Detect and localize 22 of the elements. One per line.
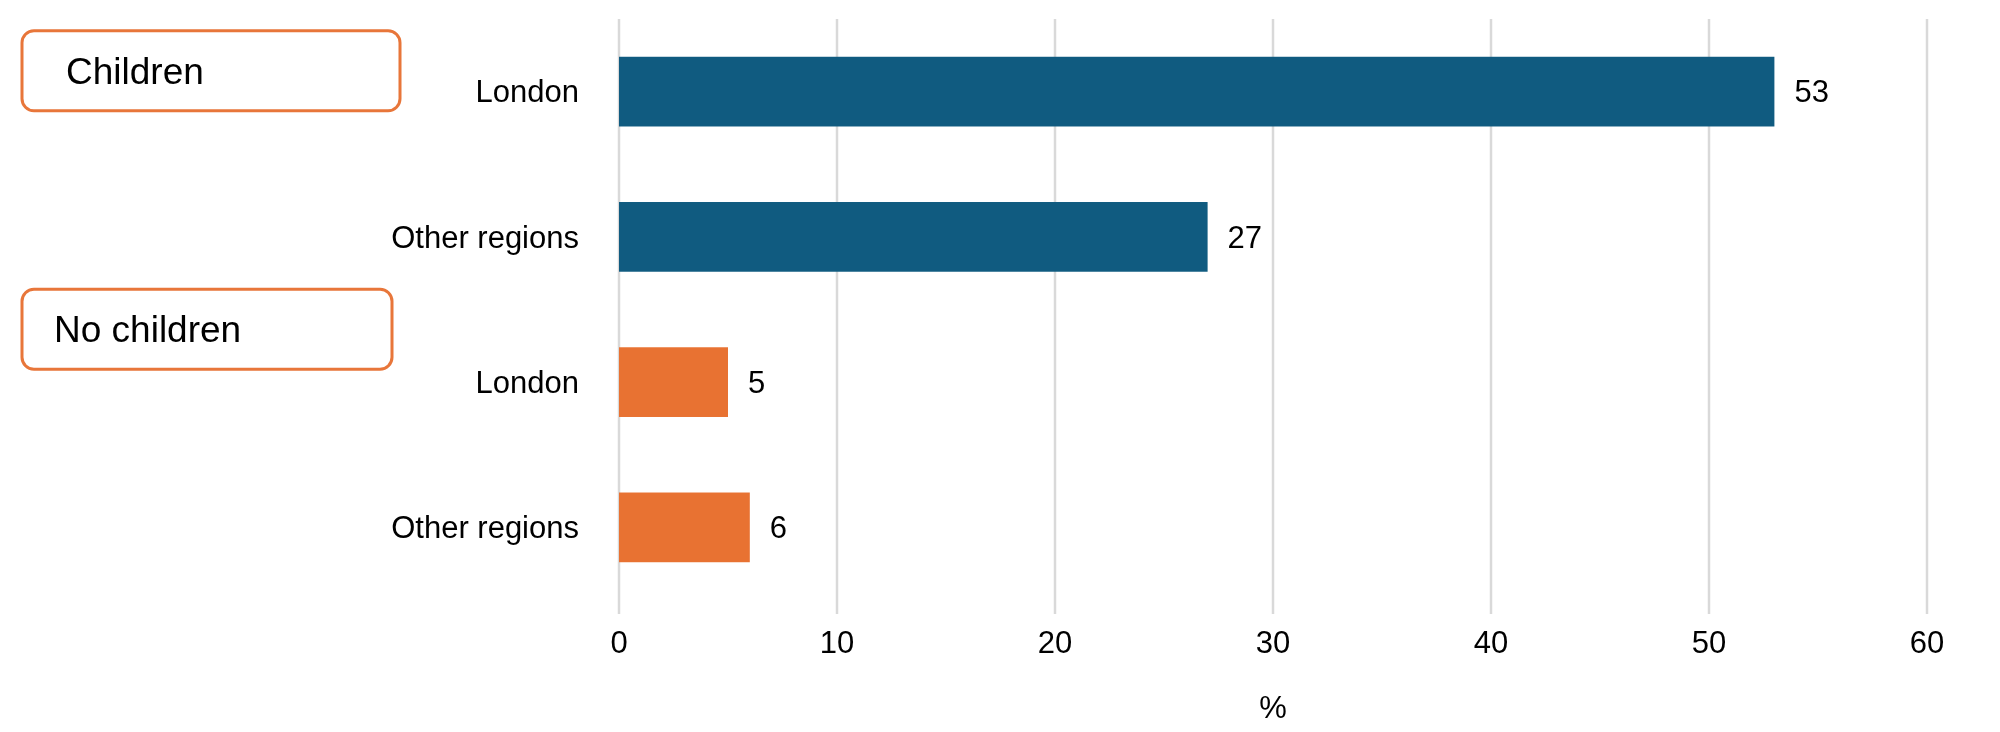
y-tick-label: Other regions [391,219,579,255]
y-tick-label: London [475,74,579,110]
x-tick-label: 40 [1473,625,1509,660]
bar [619,492,750,563]
x-axis-title: % [1259,690,1287,725]
text: No children [54,309,242,351]
bar [619,56,1775,127]
x-tick-label: 30 [1255,625,1291,660]
data-label: 53 [1794,74,1829,110]
x-tick-label: 10 [819,625,855,660]
bar [619,347,728,417]
bar [619,202,1208,272]
x-tick-label: 0 [610,625,628,660]
data-label: 27 [1227,219,1263,255]
data-label: 6 [769,510,788,546]
y-tick-label: Other regions [391,510,579,546]
x-tick-label: 20 [1037,625,1073,660]
x-tick-label: 50 [1691,625,1727,660]
text: Children [66,50,204,92]
data-label: 5 [748,364,766,400]
x-tick-label: 60 [1909,625,1945,660]
y-tick-label: London [475,364,579,400]
